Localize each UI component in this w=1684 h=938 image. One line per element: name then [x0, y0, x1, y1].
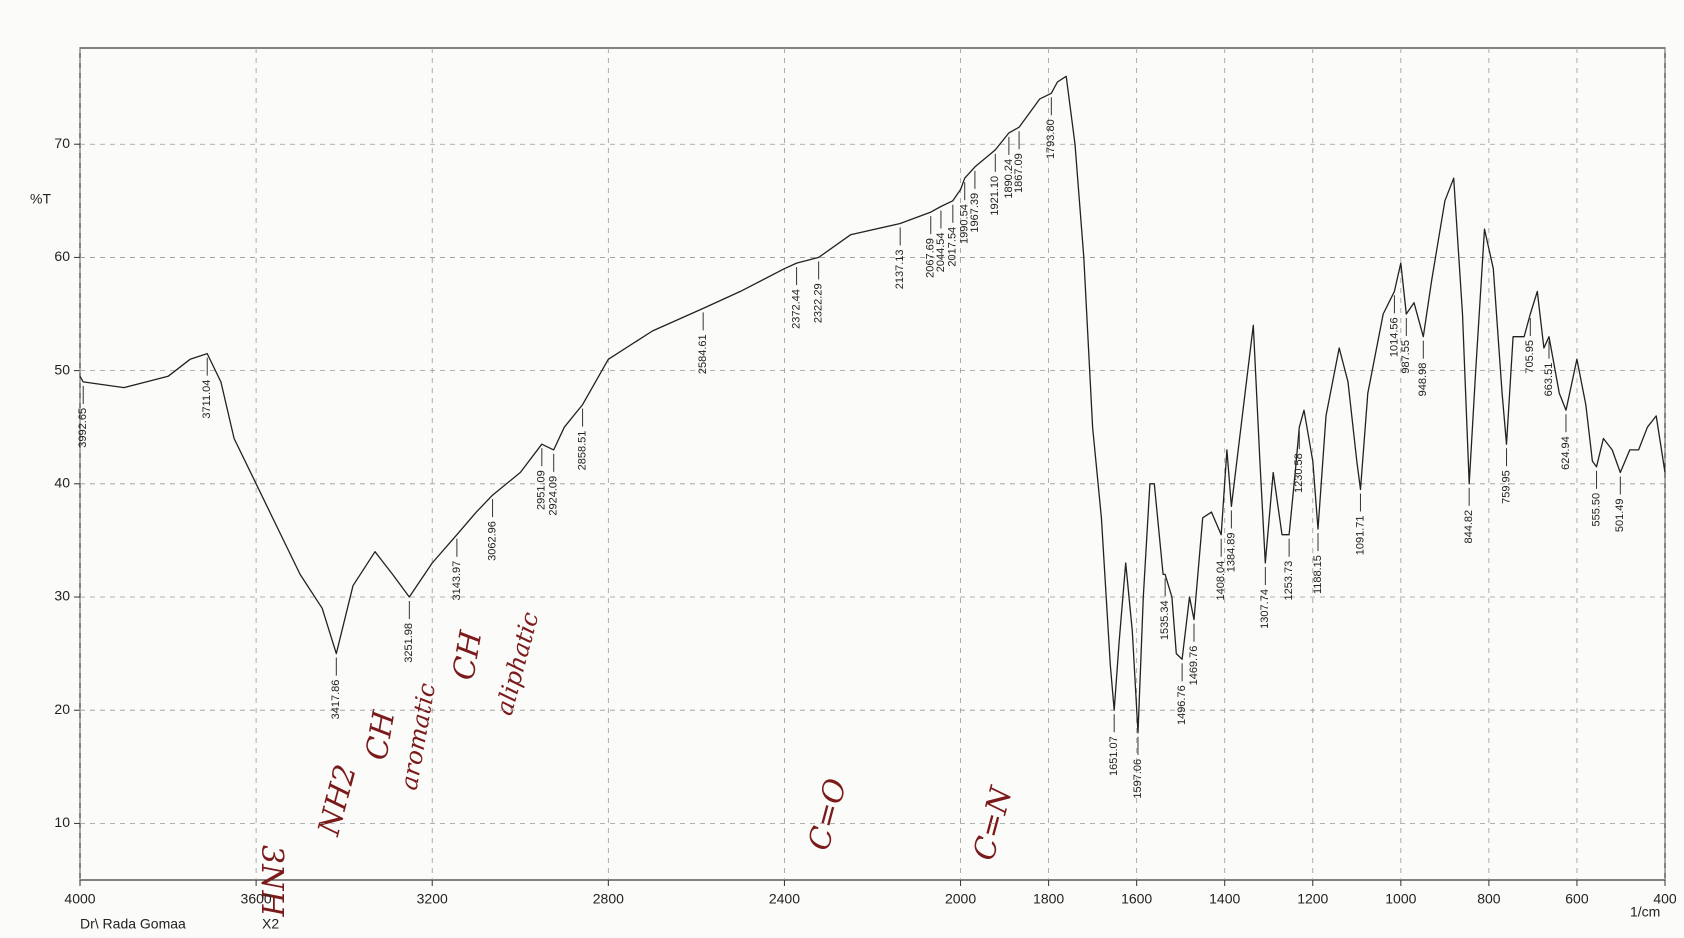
peak-label: 1014.56: [1388, 317, 1400, 357]
peak-label: 759.95: [1500, 470, 1512, 504]
x-tick-label: 4000: [64, 891, 95, 907]
peak-label: 1867.09: [1013, 153, 1025, 193]
peak-label: 2858.51: [576, 431, 588, 471]
peak-label: 3143.97: [451, 561, 463, 601]
footer: Dr\ Rada Gomaa: [80, 916, 186, 932]
annotation: 3NH: [254, 845, 289, 917]
peak-label: 1469.76: [1188, 646, 1200, 686]
peak-label: 1890.24: [1003, 159, 1015, 199]
peak-label: 1967.39: [969, 193, 981, 233]
peak-label: 1597.06: [1132, 759, 1144, 799]
peak-label: 3992.65: [77, 408, 89, 448]
annotation: CH: [359, 708, 402, 763]
peak-label: 1384.89: [1225, 532, 1237, 572]
peak-label: 2137.13: [894, 249, 906, 289]
annotation: CH: [446, 628, 489, 683]
x-tick-label: 600: [1565, 891, 1589, 907]
peak-label: 1188.15: [1312, 555, 1324, 594]
peak-label: 2924.09: [548, 476, 560, 516]
x-tick-label: 1800: [1033, 891, 1064, 907]
x-tick-label: 1400: [1209, 891, 1240, 907]
y-tick-label: 70: [54, 135, 70, 151]
peak-label: 2584.61: [697, 334, 709, 374]
x-tick-label: 1200: [1297, 891, 1328, 907]
peak-label: 987.55: [1400, 340, 1412, 374]
peak-label: 2017.54: [947, 227, 959, 267]
peak-label: 2372.44: [790, 289, 802, 329]
y-tick-label: 10: [54, 814, 70, 830]
x-tick-label: 2000: [945, 891, 976, 907]
y-tick-label: 20: [54, 701, 70, 717]
peak-label: 2044.54: [935, 232, 947, 272]
peak-label: 2951.09: [536, 470, 548, 510]
peak-label: 3417.86: [330, 680, 342, 720]
peak-label: 1921.10: [989, 176, 1001, 216]
peak-label: 1990.54: [959, 204, 971, 244]
peak-label: 1230.58: [1293, 453, 1305, 493]
peak-label: 1651.07: [1108, 736, 1120, 776]
x-tick-label: 2400: [769, 891, 800, 907]
x-tick-label: 3200: [417, 891, 448, 907]
peak-label: 3251.98: [403, 623, 415, 663]
scale-note: X2: [262, 916, 279, 932]
peak-label: 705.95: [1524, 340, 1536, 374]
y-tick-label: 30: [54, 588, 70, 604]
peak-label: 1091.71: [1354, 515, 1366, 555]
annotation: aliphatic: [490, 609, 544, 718]
peak-label: 501.49: [1614, 498, 1626, 532]
peak-label: 1408.04: [1215, 561, 1227, 601]
annotation: aromatic: [395, 681, 441, 792]
plot-frame: [79, 47, 1666, 881]
peak-label: 1793.80: [1045, 119, 1057, 159]
x-tick-label: 400: [1653, 891, 1677, 907]
peak-label: 2322.29: [813, 283, 825, 323]
x-tick-label: 1600: [1121, 891, 1152, 907]
y-tick-label: 40: [54, 475, 70, 491]
x-axis-label: 1/cm: [1630, 904, 1660, 920]
peak-label: 3711.04: [201, 380, 213, 419]
peak-label: 3062.96: [486, 521, 498, 561]
x-tick-label: 1000: [1385, 891, 1416, 907]
spectrum-line: [79, 75, 1666, 734]
annotation: C=N: [967, 782, 1021, 865]
peak-label: 948.98: [1417, 363, 1429, 397]
x-tick-label: 3600: [241, 891, 272, 907]
y-tick-label: 50: [54, 361, 70, 377]
peak-label: 1535.34: [1159, 600, 1171, 640]
peak-label: 1496.76: [1176, 685, 1188, 725]
peak-label: 1253.73: [1283, 561, 1295, 601]
y-tick-label: 60: [54, 248, 70, 264]
annotation: NH2: [311, 761, 364, 840]
y-axis-label: %T: [30, 191, 51, 207]
peak-label: 844.82: [1463, 510, 1475, 544]
peak-label: 1307.74: [1259, 589, 1271, 629]
x-tick-label: 800: [1477, 891, 1501, 907]
annotation: C=O: [802, 775, 855, 854]
peak-label: 663.51: [1543, 363, 1555, 397]
x-tick-label: 2800: [593, 891, 624, 907]
peak-label: 555.50: [1590, 493, 1602, 527]
peak-label: 624.94: [1560, 436, 1572, 470]
peak-label: 2067.69: [925, 238, 937, 278]
